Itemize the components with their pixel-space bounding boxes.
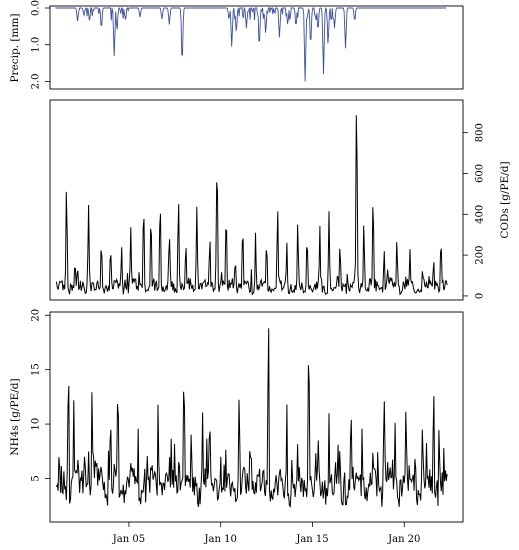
precip-plot-frame [49, 5, 464, 90]
precip-y-tick-label: 1.0 [31, 37, 42, 53]
time-x-tick-label: Jan 05 [112, 534, 145, 545]
cod-y-axis: 0 200 400 600 800 [463, 123, 486, 299]
precip-y-tick-label: 0.0 [31, 0, 42, 16]
nh4-series-line [55, 328, 448, 508]
cod-y-tick-label: 400 [475, 205, 486, 224]
time-x-axis: Jan 05 Jan 10 Jan 15 Jan 20 [112, 522, 420, 545]
cod-y-tick-label: 600 [475, 164, 486, 183]
cod-line [55, 115, 448, 296]
time-x-tick-label: Jan 10 [204, 534, 237, 545]
time-x-tick-label: Jan 20 [387, 534, 420, 545]
nh4-line [55, 328, 448, 508]
precip-line [55, 6, 447, 82]
cod-y-tick-label: 200 [475, 246, 486, 265]
nh4-y-tick-label: 20 [31, 309, 42, 322]
cod-panel: 0 200 400 600 800 CODs [g/PE/d] [49, 99, 511, 301]
cod-series-line [55, 115, 448, 296]
nh4-y-tick-label: 5 [31, 475, 42, 481]
cod-y-tick-label: 0 [475, 293, 486, 299]
nh4-y-axis: 5 10 15 20 [31, 309, 50, 482]
precip-y-tick-label: 2.0 [31, 74, 42, 90]
nh4-y-tick-label: 10 [31, 418, 42, 431]
cod-y-axis-title: CODs [g/PE/d] [499, 161, 511, 238]
nh4-y-axis-title: NH4s [g/PE/d] [9, 378, 21, 455]
cod-plot-frame [49, 99, 464, 301]
precip-y-axis-title: Precip. [mm] [9, 13, 21, 82]
precip-panel: 0.0 1.0 2.0 Precip. [mm] [9, 0, 464, 90]
cod-y-tick-label: 800 [475, 123, 486, 142]
precip-y-axis: 0.0 1.0 2.0 [31, 0, 50, 90]
precip-series-line [55, 6, 447, 82]
nh4-y-tick-label: 15 [31, 363, 42, 376]
nh4-panel: 5 10 15 20 Jan 05 Jan 10 Jan 15 Jan 20 NH4s [g… [9, 309, 464, 545]
time-x-tick-label: Jan 15 [295, 534, 328, 545]
nh4-plot-frame [49, 311, 464, 523]
